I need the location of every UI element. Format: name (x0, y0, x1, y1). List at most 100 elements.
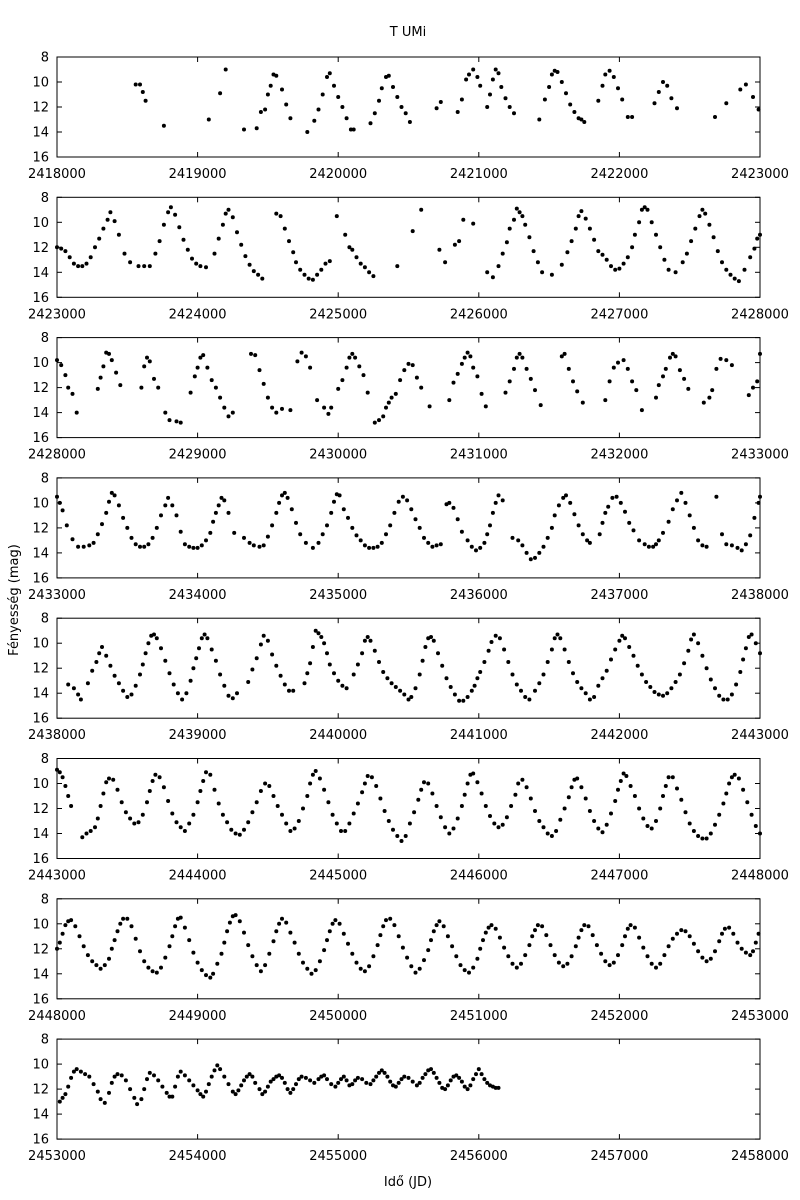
data-point (208, 530, 213, 535)
data-point (150, 969, 155, 974)
data-point (490, 510, 495, 515)
data-point (69, 1075, 74, 1080)
data-point (596, 98, 601, 103)
data-point (317, 959, 322, 964)
y-tick-label: 10 (32, 1058, 49, 1073)
data-point (400, 945, 405, 950)
data-point (609, 811, 613, 816)
data-point (696, 834, 701, 838)
data-point (104, 653, 109, 658)
panel-frame (56, 617, 761, 719)
data-point (478, 946, 483, 951)
data-point (662, 953, 667, 958)
data-point (617, 638, 622, 643)
data-point (213, 385, 218, 390)
data-point (369, 775, 374, 780)
data-point (306, 276, 311, 281)
data-point (600, 676, 605, 681)
data-point (198, 264, 203, 269)
data-point (330, 812, 335, 817)
data-point (90, 668, 95, 673)
x-tick-label: 2432000 (590, 448, 648, 463)
data-point (478, 545, 483, 550)
data-point (346, 515, 350, 520)
data-point (104, 510, 109, 515)
data-point (720, 532, 724, 537)
data-point (613, 647, 618, 652)
data-point (332, 499, 336, 504)
data-point (431, 638, 436, 643)
data-point (254, 963, 259, 968)
data-point (607, 68, 612, 73)
data-point (353, 1078, 358, 1083)
data-point (265, 395, 270, 400)
data-point (247, 540, 252, 545)
data-point (724, 101, 729, 106)
data-point (218, 1067, 223, 1072)
data-point (205, 365, 210, 370)
data-point (181, 237, 186, 242)
data-point (388, 1079, 393, 1084)
data-point (631, 653, 636, 658)
data-point (303, 354, 308, 359)
y-tick-label: 14 (32, 266, 49, 281)
data-point (620, 633, 625, 638)
data-point (549, 272, 554, 277)
data-point (542, 97, 547, 102)
data-point (325, 651, 329, 656)
data-point (531, 249, 536, 254)
data-point (107, 499, 111, 504)
data-point (675, 786, 679, 791)
data-point (524, 366, 529, 371)
data-point (66, 385, 71, 390)
x-tick-label: 2456000 (450, 1149, 508, 1164)
data-point (313, 769, 318, 773)
data-point (243, 254, 248, 259)
data-point (274, 211, 279, 216)
data-point (618, 779, 623, 783)
data-point (299, 350, 304, 355)
y-tick-label: 8 (41, 51, 49, 66)
data-point (302, 272, 307, 277)
data-point (258, 789, 263, 793)
data-point (254, 656, 259, 661)
data-point (87, 543, 92, 548)
data-point (616, 953, 620, 958)
data-point (129, 924, 134, 929)
data-point (652, 690, 657, 694)
data-point (223, 211, 228, 216)
data-point (479, 791, 484, 796)
data-point (541, 544, 546, 549)
data-point (258, 110, 263, 114)
data-point (385, 1074, 390, 1079)
data-point (274, 929, 279, 934)
data-point (226, 510, 231, 515)
data-point (123, 1078, 128, 1083)
data-point (677, 672, 682, 677)
y-tick-label: 8 (41, 1033, 49, 1048)
data-point (514, 206, 519, 211)
data-point (648, 685, 653, 689)
data-point (198, 1092, 203, 1097)
data-point (138, 949, 142, 954)
data-point (696, 641, 701, 646)
data-point (665, 691, 670, 696)
data-point (697, 214, 702, 219)
data-point (344, 1078, 349, 1083)
data-point (308, 1078, 313, 1083)
data-point (641, 816, 646, 821)
data-point (76, 264, 81, 269)
data-point (260, 1092, 265, 1097)
data-point (246, 943, 251, 948)
data-point (468, 1083, 473, 1088)
data-point (313, 968, 318, 973)
data-point (66, 1084, 71, 1089)
data-point (474, 1072, 478, 1077)
data-point (721, 697, 726, 702)
data-point (483, 930, 488, 935)
data-point (475, 75, 480, 79)
data-point (573, 944, 578, 949)
data-point (69, 918, 74, 923)
data-point (76, 692, 81, 697)
data-point (631, 528, 636, 533)
